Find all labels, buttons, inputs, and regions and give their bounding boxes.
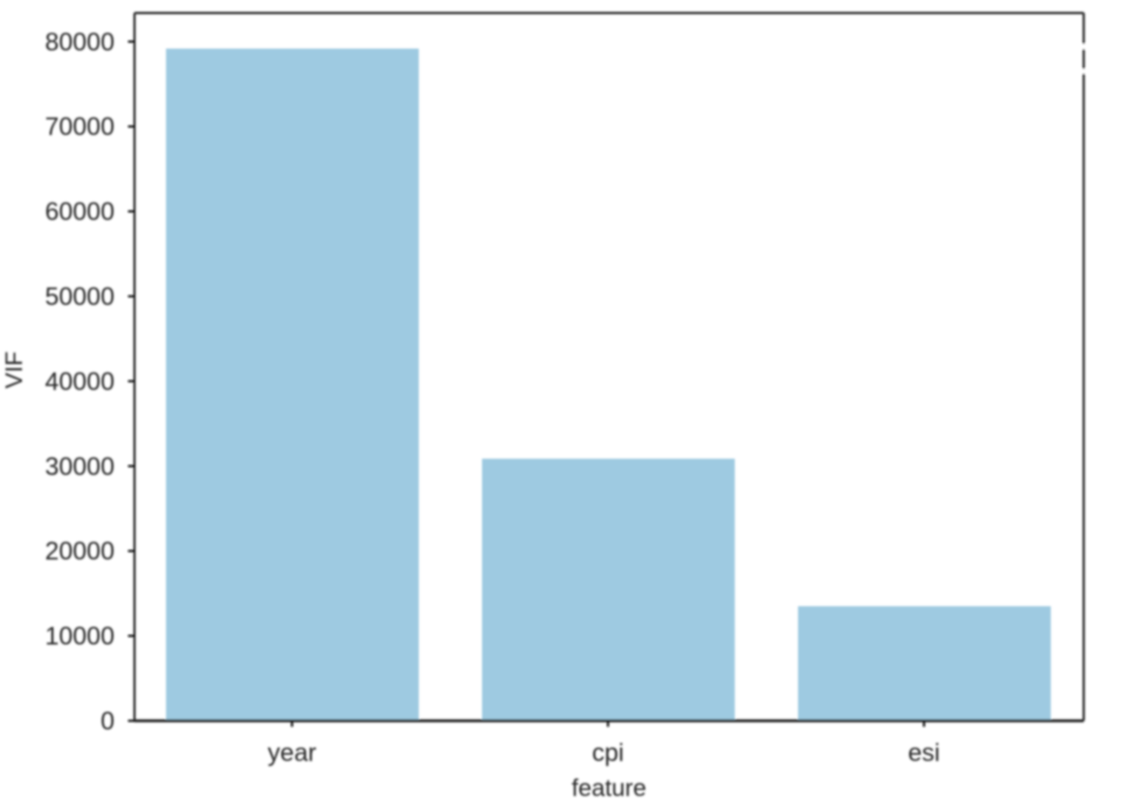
svg-text:50000: 50000 [45,283,115,311]
svg-text:feature: feature [572,775,647,802]
svg-text:40000: 40000 [45,368,115,396]
svg-text:0: 0 [101,708,115,736]
svg-text:80000: 80000 [45,28,115,56]
svg-text:70000: 70000 [45,113,115,141]
svg-text:30000: 30000 [45,453,115,481]
svg-text:year: year [268,739,317,767]
svg-text:esi: esi [908,739,940,767]
svg-text:10000: 10000 [45,623,115,651]
svg-text:cpi: cpi [592,739,624,767]
svg-text:VIF: VIF [1,351,28,388]
svg-text:60000: 60000 [45,198,115,226]
svg-text:20000: 20000 [45,538,115,566]
